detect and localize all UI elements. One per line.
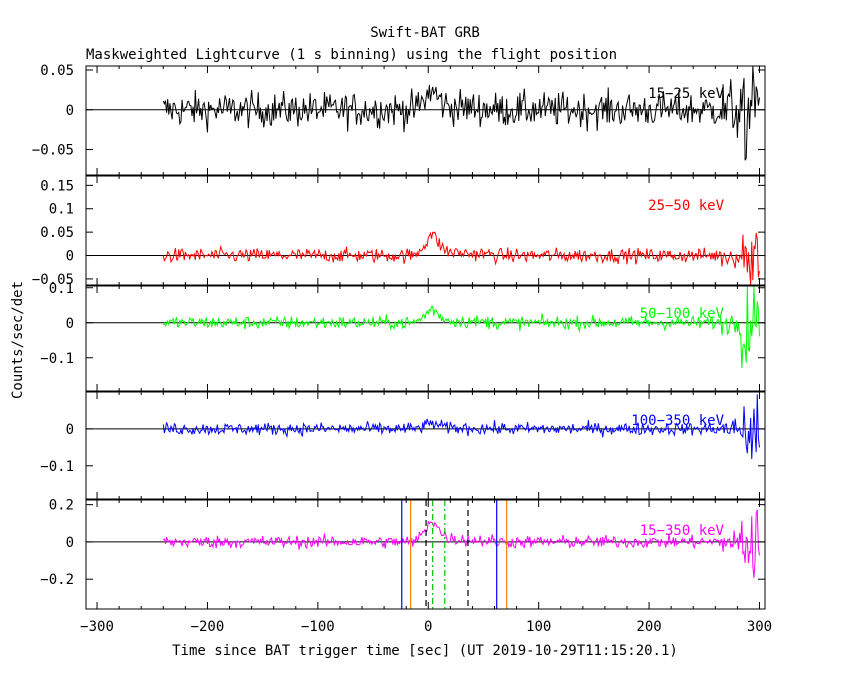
- y-tick-label: −0.1: [40, 351, 74, 367]
- lightcurve-series: [162, 285, 760, 369]
- y-tick-label: 0: [66, 422, 74, 438]
- y-tick-label: −0.2: [40, 572, 74, 588]
- lightcurve-series: [162, 231, 760, 286]
- x-axis-label: Time since BAT trigger time [sec] (UT 20…: [172, 643, 678, 659]
- panels: 0.05 0 −0.05 15−25 keV 0.15 0.1 0.05 0 −0.05 25−5…: [32, 63, 772, 635]
- panel-25-50-kev: 0.15 0.1 0.05 0 −0.05 25−50 keV: [32, 175, 766, 288]
- panel-frame: [85, 65, 766, 176]
- y-tick-label: −0.1: [40, 459, 74, 475]
- panel-frame: [85, 391, 766, 500]
- y-tick-label: 0.05: [40, 225, 74, 241]
- y-tick-label: 0: [66, 316, 74, 332]
- y-tick-label: 0: [66, 535, 74, 551]
- x-tick-label: 300: [747, 619, 772, 635]
- panel-50-100-kev: 0.1 0 −0.1 50−100 keV: [40, 281, 766, 392]
- x-tick-label: −300: [80, 619, 114, 635]
- y-tick-label: −0.05: [32, 272, 74, 288]
- panel-frame: [85, 499, 766, 610]
- chart-title: Swift-BAT GRB: [370, 25, 480, 41]
- panel-100-350-kev: 0 −0.1 100−350 keV: [40, 391, 766, 500]
- y-tick-label: 0.2: [49, 498, 74, 514]
- lightcurve-series: [162, 65, 760, 161]
- band-label: 25−50 keV: [648, 198, 724, 214]
- y-axis-label: Counts/sec/det: [10, 281, 26, 399]
- panel-15-350-kev: 0.2 0 −0.2 15−350 keV: [40, 498, 766, 610]
- panel-frame: [85, 285, 766, 392]
- x-tick-label: 0: [424, 619, 432, 635]
- band-label: 15−25 keV: [648, 86, 724, 102]
- band-label: 15−350 keV: [640, 523, 725, 539]
- y-tick-label: 0.1: [49, 281, 74, 297]
- y-tick-label: −0.05: [32, 143, 74, 159]
- x-tick-label: 100: [526, 619, 551, 635]
- y-tick-label: 0.15: [40, 178, 74, 194]
- y-tick-label: 0.1: [49, 202, 74, 218]
- band-label: 100−350 keV: [631, 413, 724, 429]
- y-tick-label: 0.05: [40, 63, 74, 79]
- y-tick-label: 0: [66, 249, 74, 265]
- panel-frame: [85, 175, 766, 286]
- x-tick-label: −100: [301, 619, 335, 635]
- chart-subtitle: Maskweighted Lightcurve (1 s binning) us…: [86, 47, 617, 63]
- y-tick-label: 0: [66, 103, 74, 119]
- panel-15-25-kev: 0.05 0 −0.05 15−25 keV: [32, 63, 766, 176]
- band-label: 50−100 keV: [640, 306, 725, 322]
- x-tick-label: −200: [191, 619, 225, 635]
- lightcurve-series: [163, 509, 760, 578]
- x-tick-label: 200: [636, 619, 661, 635]
- lightcurve-series: [162, 394, 760, 460]
